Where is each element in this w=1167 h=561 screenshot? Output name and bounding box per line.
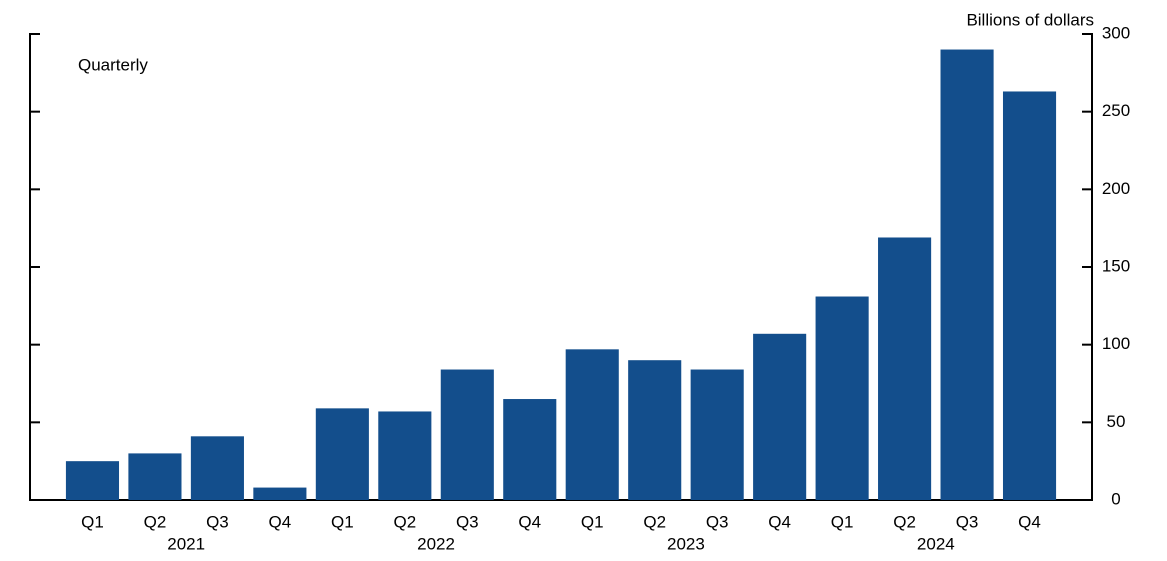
x-tick-label: Q2 bbox=[893, 512, 916, 531]
y-tick-label: 100 bbox=[1102, 334, 1130, 353]
bar bbox=[65, 461, 120, 500]
x-tick-label: Q2 bbox=[144, 512, 167, 531]
bar bbox=[753, 333, 807, 500]
bar bbox=[128, 453, 182, 500]
y-tick-label: 0 bbox=[1111, 489, 1120, 508]
group-label: 2022 bbox=[417, 534, 455, 553]
x-tick-label: Q1 bbox=[831, 512, 854, 531]
bar bbox=[690, 369, 744, 500]
x-tick-label: Q2 bbox=[393, 512, 416, 531]
bar bbox=[628, 360, 682, 500]
group-label: 2024 bbox=[917, 534, 955, 553]
x-tick-label: Q3 bbox=[206, 512, 229, 531]
x-tick-label: Q3 bbox=[706, 512, 729, 531]
bar bbox=[315, 408, 369, 500]
x-tick-label: Q4 bbox=[518, 512, 541, 531]
x-tick-label: Q1 bbox=[581, 512, 604, 531]
bar bbox=[503, 399, 557, 500]
x-tick-label: Q4 bbox=[768, 512, 791, 531]
x-tick-label: Q4 bbox=[269, 512, 292, 531]
x-tick-label: Q3 bbox=[956, 512, 979, 531]
x-tick-label: Q1 bbox=[81, 512, 104, 531]
bar bbox=[378, 411, 432, 500]
bar bbox=[565, 349, 619, 500]
bar bbox=[940, 49, 994, 501]
bar bbox=[815, 296, 869, 500]
y-tick-label: 300 bbox=[1102, 23, 1130, 42]
bar bbox=[253, 487, 307, 500]
y-tick-label: 200 bbox=[1102, 179, 1130, 198]
bar bbox=[440, 369, 494, 500]
group-label: 2021 bbox=[167, 534, 205, 553]
x-tick-label: Q3 bbox=[456, 512, 479, 531]
x-tick-label: Q2 bbox=[643, 512, 666, 531]
bar bbox=[190, 436, 244, 500]
y-tick-label: 150 bbox=[1102, 256, 1130, 275]
bar bbox=[1002, 91, 1057, 501]
x-tick-label: Q4 bbox=[1018, 512, 1041, 531]
bar bbox=[878, 237, 932, 500]
group-label: 2023 bbox=[667, 534, 705, 553]
annotation: Quarterly bbox=[78, 55, 148, 74]
y-tick-label: 50 bbox=[1107, 412, 1126, 431]
y-tick-label: 250 bbox=[1102, 101, 1130, 120]
y-axis-label: Billions of dollars bbox=[966, 10, 1094, 29]
x-tick-label: Q1 bbox=[331, 512, 354, 531]
